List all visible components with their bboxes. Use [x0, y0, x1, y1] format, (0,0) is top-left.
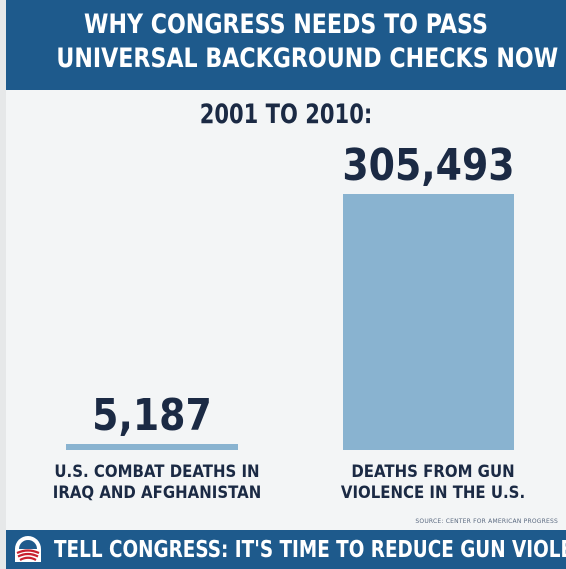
- footer-banner[interactable]: TELL CONGRESS: IT'S TIME TO REDUCE GUN V…: [6, 530, 566, 569]
- value-label-gun-violence-deaths: 305,493: [342, 139, 514, 190]
- x-label-gun-violence-line1: DEATHS FROM GUN: [351, 462, 515, 482]
- value-label-combat-deaths: 5,187: [92, 389, 212, 440]
- bar-combat-deaths: [66, 444, 238, 450]
- bar-chart: 5,187 305,493: [66, 139, 515, 450]
- x-label-combat-deaths-line1: U.S. COMBAT DEATHS IN: [54, 462, 260, 482]
- obama-campaign-logo-icon: [15, 536, 41, 562]
- infographic-card: WHY CONGRESS NEEDS TO PASS UNIVERSAL BAC…: [6, 0, 566, 569]
- x-label-gun-violence-deaths: DEATHS FROM GUN VIOLENCE IN THE U.S.: [303, 462, 563, 504]
- header-banner: WHY CONGRESS NEEDS TO PASS UNIVERSAL BAC…: [6, 0, 566, 90]
- header-title-line2: UNIVERSAL BACKGROUND CHECKS NOW: [56, 43, 559, 74]
- source-note: SOURCE: CENTER FOR AMERICAN PROGRESS: [415, 518, 558, 525]
- x-label-combat-deaths-line2: IRAQ AND AFGHANISTAN: [52, 483, 262, 503]
- footer-call-to-action[interactable]: TELL CONGRESS: IT'S TIME TO REDUCE GUN V…: [54, 537, 566, 563]
- chart-subtitle: 2001 TO 2010:: [199, 99, 373, 130]
- header-title-line1: WHY CONGRESS NEEDS TO PASS: [84, 9, 488, 40]
- x-label-gun-violence-line2: VIOLENCE IN THE U.S.: [340, 483, 526, 503]
- x-label-combat-deaths: U.S. COMBAT DEATHS IN IRAQ AND AFGHANIST…: [27, 462, 287, 504]
- bar-gun-violence-deaths: [343, 194, 514, 450]
